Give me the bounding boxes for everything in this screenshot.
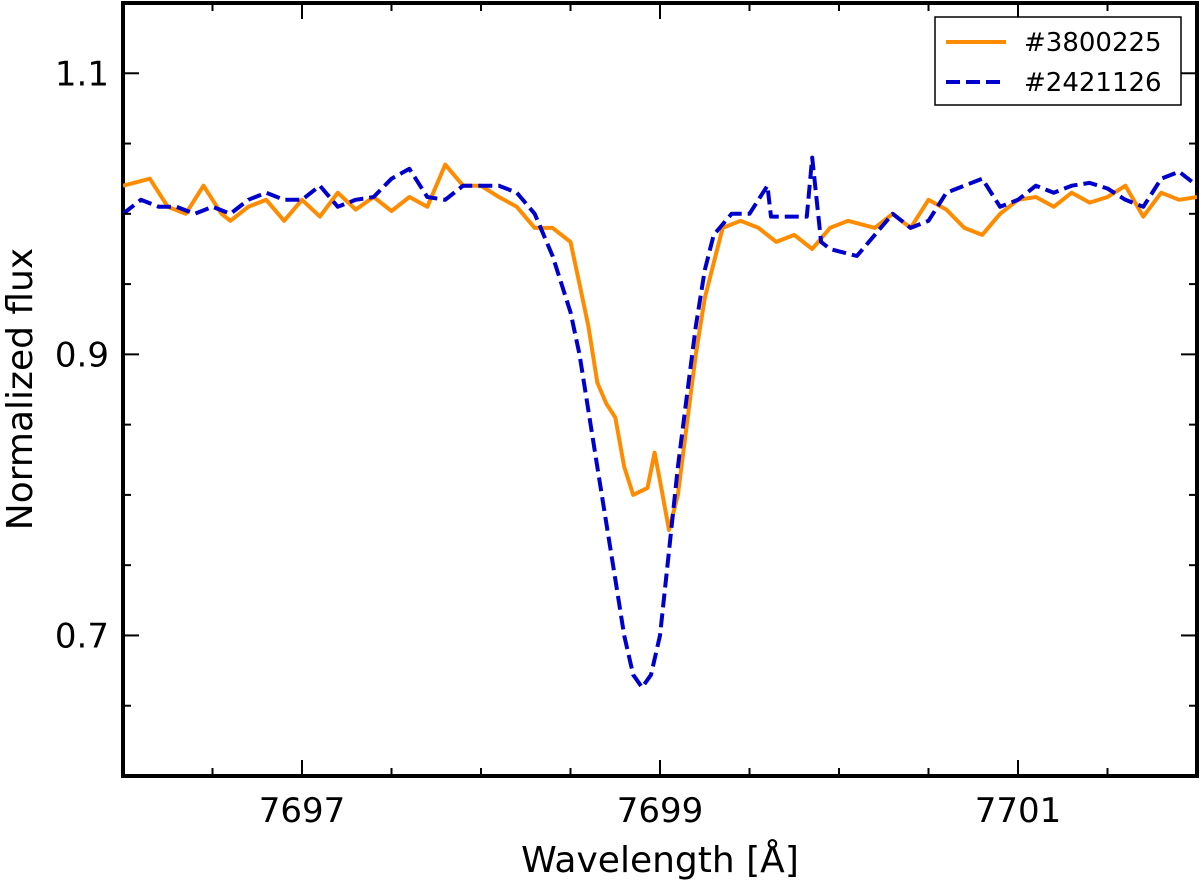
- tick-layer: [123, 3, 1197, 776]
- x-tick-label: 7701: [975, 791, 1062, 831]
- plot-frame: [121, 1, 1199, 778]
- tick-label-layer: 7697 7699 7701 0.7 0.9 1.1: [55, 54, 1061, 831]
- x-axis-label: Wavelength [Å]: [521, 838, 799, 881]
- x-tick-label: 7699: [617, 791, 704, 831]
- series-line-3800225: [123, 162, 1197, 532]
- x-tick-label: 7697: [259, 791, 346, 831]
- series-layer: [123, 155, 1197, 690]
- y-tick-label: 0.7: [55, 616, 109, 656]
- y-tick-label: 1.1: [55, 54, 109, 94]
- y-tick-label: 0.9: [55, 335, 109, 375]
- legend: #3800225 #2421126: [934, 16, 1182, 106]
- legend-label-3800225: #3800225: [1024, 28, 1162, 58]
- legend-box: [934, 16, 1182, 106]
- legend-label-2421126: #2421126: [1024, 68, 1162, 98]
- series-line-2421126: [123, 155, 1197, 690]
- y-axis-label: Normalized flux: [0, 248, 41, 530]
